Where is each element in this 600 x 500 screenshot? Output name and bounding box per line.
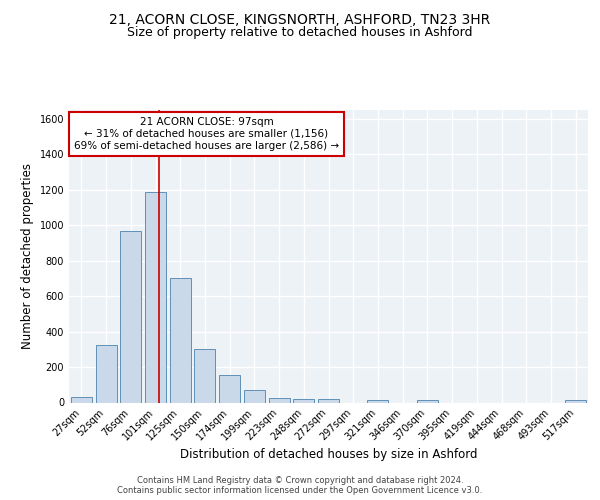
Bar — [120, 230, 141, 402]
Text: Contains HM Land Registry data © Crown copyright and database right 2024.
Contai: Contains HM Land Registry data © Crown c… — [118, 476, 482, 495]
Bar — [318, 400, 339, 402]
Text: 21, ACORN CLOSE, KINGSNORTH, ASHFORD, TN23 3HR: 21, ACORN CLOSE, KINGSNORTH, ASHFORD, TN… — [109, 12, 491, 26]
Bar — [269, 398, 290, 402]
Bar — [367, 400, 388, 402]
Y-axis label: Number of detached properties: Number of detached properties — [21, 163, 34, 349]
X-axis label: Distribution of detached houses by size in Ashford: Distribution of detached houses by size … — [180, 448, 477, 461]
Bar — [293, 400, 314, 402]
Bar — [417, 400, 438, 402]
Bar — [219, 375, 240, 402]
Bar — [170, 278, 191, 402]
Bar — [244, 390, 265, 402]
Text: 21 ACORN CLOSE: 97sqm
← 31% of detached houses are smaller (1,156)
69% of semi-d: 21 ACORN CLOSE: 97sqm ← 31% of detached … — [74, 118, 339, 150]
Text: Size of property relative to detached houses in Ashford: Size of property relative to detached ho… — [127, 26, 473, 39]
Bar — [565, 400, 586, 402]
Bar — [95, 345, 116, 403]
Bar — [145, 192, 166, 402]
Bar — [71, 397, 92, 402]
Bar — [194, 350, 215, 403]
